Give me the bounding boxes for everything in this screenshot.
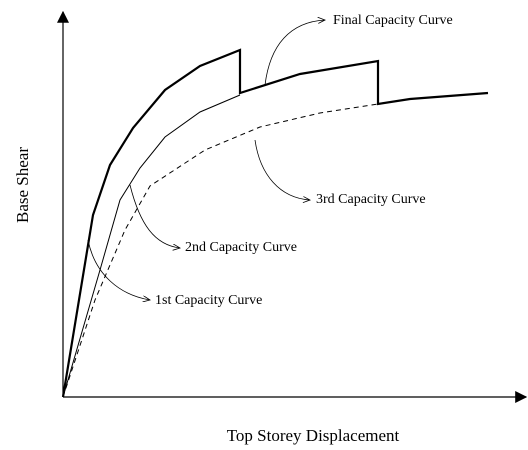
third-curve bbox=[62, 103, 379, 398]
leader bbox=[264, 20, 325, 86]
label: 2nd Capacity Curve bbox=[185, 240, 297, 255]
x-axis-label: Top Storey Displacement bbox=[227, 426, 400, 445]
label: 3rd Capacity Curve bbox=[316, 192, 426, 207]
label: 1st Capacity Curve bbox=[155, 293, 262, 308]
final-curve bbox=[61, 48, 489, 398]
leader bbox=[129, 184, 180, 248]
y-axis-label: Base Shear bbox=[13, 147, 32, 223]
leader bbox=[254, 139, 310, 200]
leader bbox=[87, 239, 150, 300]
label: Final Capacity Curve bbox=[333, 13, 453, 28]
